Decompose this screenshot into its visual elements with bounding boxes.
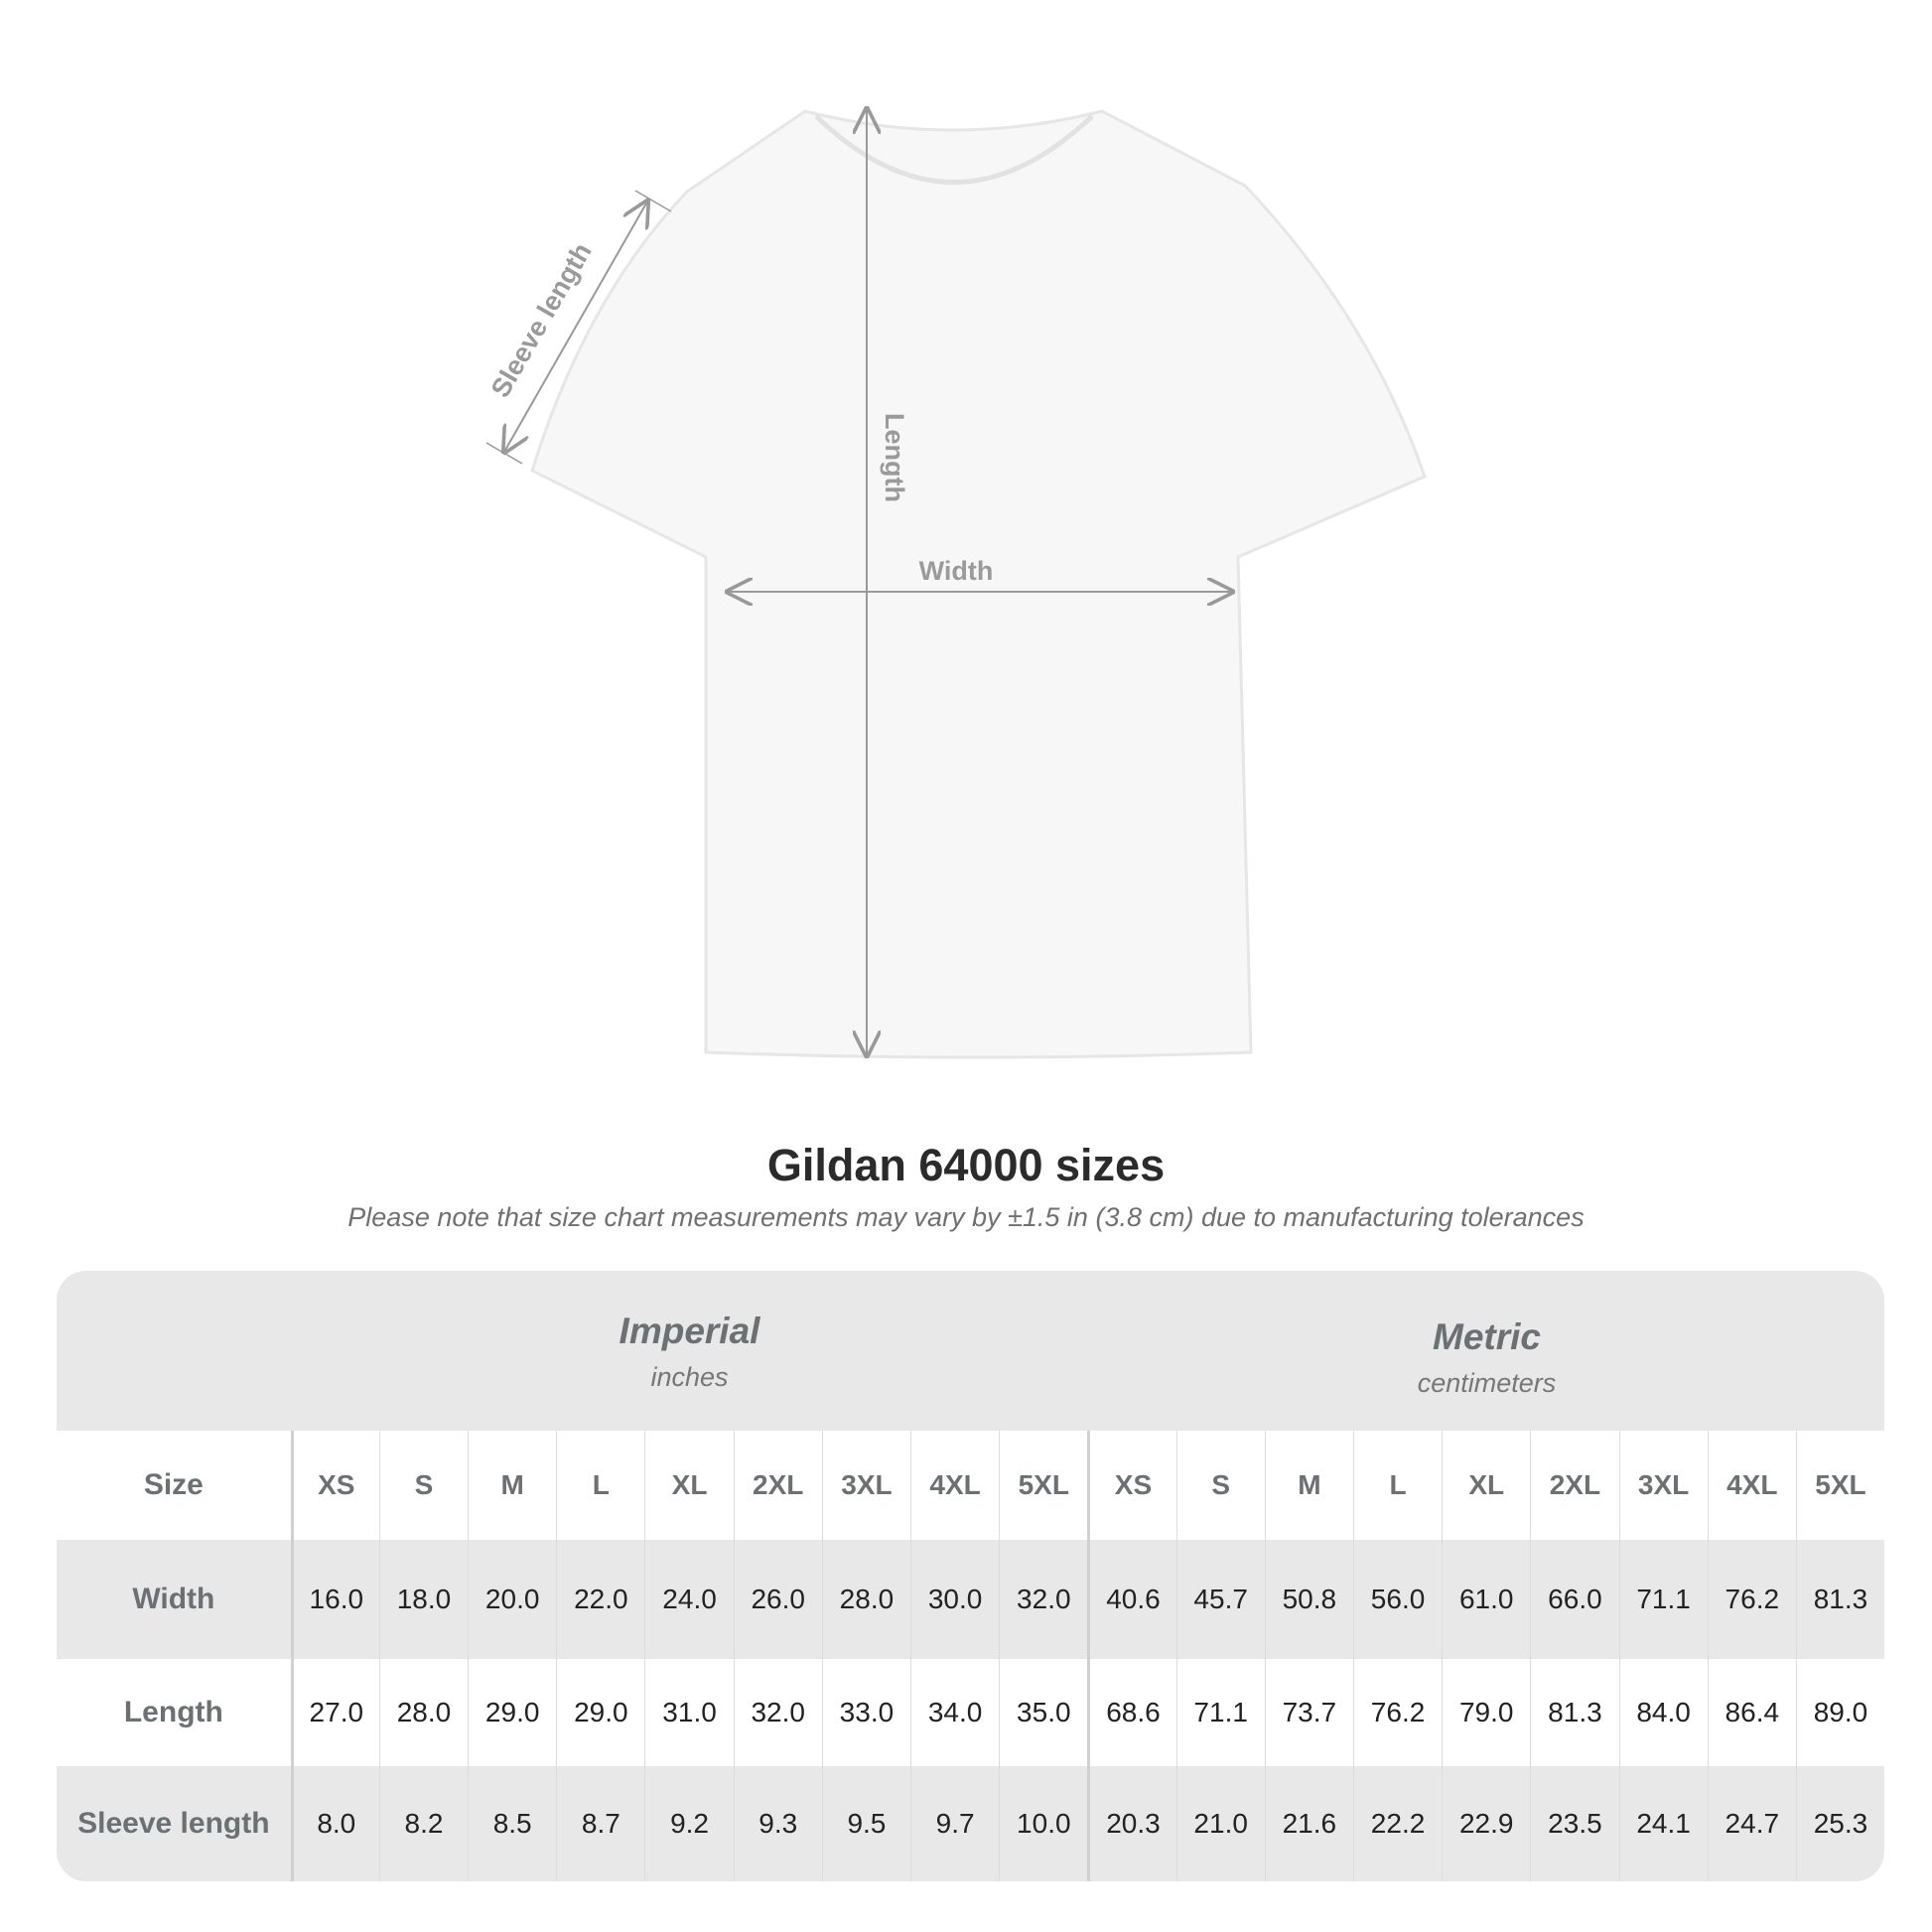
length-label: Length [880,413,909,502]
collar [814,114,1094,185]
metric-value: 23.5 [1530,1766,1618,1881]
size-header-label: Size [143,1468,204,1501]
imperial-title: Imperial [619,1311,760,1351]
size-header-metric: XL [1442,1431,1530,1540]
metric-value: 68.6 [1087,1659,1175,1766]
metric-value: 73.7 [1264,1659,1353,1766]
page-title: Gildan 64000 sizes [766,1140,1166,1190]
imperial-value: 27.0 [290,1659,379,1766]
metric-value: 50.8 [1264,1540,1353,1659]
row-label: Length [123,1696,223,1728]
metric-value: 81.3 [1530,1659,1618,1766]
size-header-metric: 3XL [1618,1431,1708,1540]
row-label: Sleeve length [77,1807,270,1840]
imperial-header: Imperial inches [291,1271,1088,1431]
metric-value: 76.2 [1707,1540,1796,1659]
imperial-value: 22.0 [556,1540,644,1659]
size-header-metric: M [1264,1431,1353,1540]
metric-value: 81.3 [1795,1540,1884,1659]
table-row: Length 27.0 28.0 29.0 29.0 31.0 32.0 33.0 34.0 35… [57,1659,1884,1766]
table-row: Width 16.0 18.0 20.0 22.0 24.0 26.0 28.0 30.0 32.… [57,1540,1884,1659]
size-header-metric: S [1175,1431,1265,1540]
table-row: Sleeve length 8.0 8.2 8.5 8.7 9.2 9.3 9.5 9.7 10.… [57,1766,1884,1881]
imperial-value: 9.3 [733,1766,822,1881]
imperial-value: 29.0 [468,1659,556,1766]
imperial-value: 30.0 [910,1540,999,1659]
metric-value: 25.3 [1795,1766,1884,1881]
imperial-value: 34.0 [910,1659,999,1766]
imperial-value: 32.0 [733,1659,822,1766]
metric-value: 22.9 [1442,1766,1530,1881]
size-header-metric: L [1352,1431,1442,1540]
metric-header: Metric centimeters [1088,1271,1884,1431]
size-header-row: Size XS S M L XL 2XL 3XL 4XL 5XL XS S M L XL 2XL 3XL 4XL 5… [57,1431,1884,1540]
metric-value: 89.0 [1795,1659,1884,1766]
metric-value: 20.3 [1087,1766,1175,1881]
width-label: Width [919,556,994,586]
imperial-value: 18.0 [378,1540,468,1659]
metric-value: 84.0 [1618,1659,1708,1766]
metric-value: 79.0 [1442,1659,1530,1766]
imperial-value: 28.0 [378,1659,468,1766]
metric-value: 71.1 [1175,1659,1265,1766]
metric-value: 56.0 [1352,1540,1442,1659]
sleeve-arrow [504,202,647,452]
metric-value: 66.0 [1530,1540,1618,1659]
imperial-value: 35.0 [999,1659,1087,1766]
size-header-imperial: 2XL [733,1431,822,1540]
imperial-value: 8.2 [378,1766,468,1881]
metric-value: 24.7 [1707,1766,1796,1881]
size-header-imperial: L [556,1431,644,1540]
imperial-value: 31.0 [644,1659,733,1766]
imperial-value: 28.0 [821,1540,910,1659]
metric-value: 71.1 [1618,1540,1708,1659]
imperial-value: 16.0 [290,1540,379,1659]
imperial-value: 9.7 [910,1766,999,1881]
imperial-value: 24.0 [644,1540,733,1659]
imperial-value: 20.0 [468,1540,556,1659]
size-header-imperial: XL [644,1431,733,1540]
size-header-metric: 4XL [1707,1431,1796,1540]
size-header-imperial: S [378,1431,468,1540]
imperial-value: 8.5 [468,1766,556,1881]
imperial-value: 26.0 [733,1540,822,1659]
imperial-value: 10.0 [999,1766,1087,1881]
size-header-imperial: 3XL [821,1431,910,1540]
metric-value: 76.2 [1352,1659,1442,1766]
tolerance-note: Please note that size chart measurements… [347,1202,1585,1232]
size-header-metric: 5XL [1795,1431,1884,1540]
size-header-imperial: 4XL [910,1431,999,1540]
metric-value: 86.4 [1707,1659,1796,1766]
row-label: Width [132,1583,215,1615]
imperial-value: 29.0 [556,1659,644,1766]
size-header-imperial: 5XL [999,1431,1087,1540]
imperial-value: 8.7 [556,1766,644,1881]
imperial-unit: inches [650,1362,729,1392]
imperial-value: 33.0 [821,1659,910,1766]
metric-unit: centimeters [1417,1368,1557,1398]
metric-title: Metric [1433,1316,1541,1357]
imperial-value: 32.0 [999,1540,1087,1659]
imperial-value: 9.2 [644,1766,733,1881]
imperial-value: 9.5 [821,1766,910,1881]
metric-value: 45.7 [1175,1540,1265,1659]
size-header-imperial: XS [290,1431,379,1540]
size-header-metric: XS [1087,1431,1175,1540]
metric-value: 61.0 [1442,1540,1530,1659]
tshirt-diagram: Sleeve length Length Width [485,0,1427,1059]
metric-value: 40.6 [1087,1540,1175,1659]
metric-value: 22.2 [1352,1766,1442,1881]
metric-value: 24.1 [1618,1766,1708,1881]
metric-value: 21.6 [1264,1766,1353,1881]
size-table: Imperial inches Metric centimeters Size X… [57,1271,1884,1881]
size-header-metric: 2XL [1530,1431,1618,1540]
size-header-imperial: M [468,1431,556,1540]
metric-value: 21.0 [1175,1766,1265,1881]
imperial-value: 8.0 [290,1766,379,1881]
